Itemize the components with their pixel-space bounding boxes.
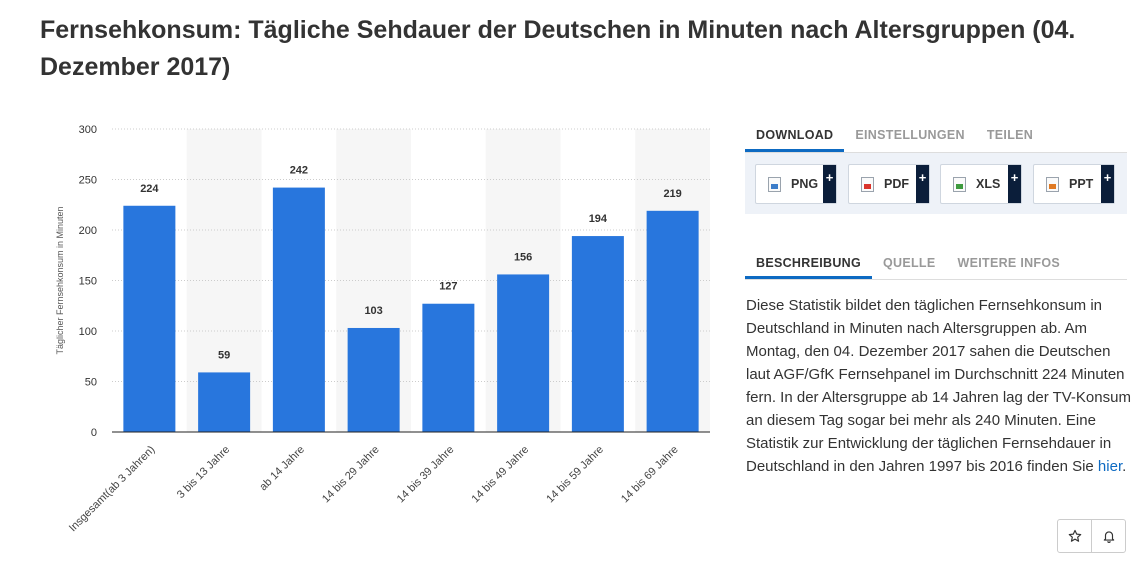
tab-einstellungen[interactable]: EINSTELLUNGEN: [855, 128, 965, 142]
notify-button[interactable]: [1091, 520, 1125, 552]
y-tick-label: 150: [79, 276, 97, 288]
description-link-hier[interactable]: hier: [1097, 458, 1123, 475]
tab-download[interactable]: DOWNLOAD: [745, 120, 845, 152]
favorite-button[interactable]: [1058, 520, 1091, 552]
x-tick-label: 14 bis 69 Jahre: [619, 444, 681, 506]
x-tick-label: 14 bis 59 Jahre: [544, 444, 606, 506]
data-label: 127: [439, 281, 457, 293]
tab-weitere-infos[interactable]: WEITERE INFOS: [957, 256, 1061, 270]
data-label: 219: [663, 188, 681, 200]
data-label: 194: [589, 213, 608, 225]
x-tick-label: 14 bis 39 Jahre: [395, 444, 457, 506]
bar: [497, 274, 550, 432]
y-tick-label: 250: [79, 175, 97, 187]
description-text: Diese Statistik bildet den täglichen Fer…: [746, 294, 1131, 478]
data-label: 242: [290, 165, 308, 177]
bar: [347, 327, 400, 432]
tab-quelle[interactable]: QUELLE: [883, 256, 936, 270]
page-title: Fernsehkonsum: Tägliche Sehdauer der Deu…: [40, 16, 1076, 81]
y-tick-label: 200: [79, 225, 97, 237]
action-buttons: [1057, 519, 1126, 553]
y-tick-label: 50: [85, 377, 97, 389]
xls-file-icon: [953, 177, 966, 192]
x-tick-label: 14 bis 29 Jahre: [320, 444, 382, 506]
star-icon: [1068, 529, 1081, 542]
pdf-file-icon: [861, 177, 874, 192]
y-tick-label: 300: [79, 124, 97, 136]
download-xls-label: XLS: [976, 177, 1001, 191]
x-tick-label: 14 bis 49 Jahre: [470, 444, 532, 506]
info-tabs: BESCHREIBUNG QUELLE WEITERE INFOS: [745, 248, 1127, 280]
bar: [198, 372, 251, 432]
x-tick-label: Insgesamt(ab 3 Jahren): [67, 444, 158, 535]
description-body: Diese Statistik bildet den täglichen Fer…: [746, 297, 1131, 475]
data-label: 224: [140, 183, 159, 195]
download-toolbar: PNG + PDF + XLS + PPT +: [745, 153, 1127, 214]
ppt-file-icon: [1046, 177, 1059, 192]
data-label: 156: [514, 251, 532, 263]
bar: [571, 236, 624, 432]
bell-icon: [1103, 531, 1114, 543]
y-tick-label: 100: [79, 326, 97, 338]
download-ppt-button[interactable]: PPT +: [1033, 164, 1115, 204]
bar-chart: 0 50 100 150 200 250 300 224 Insgesamt(ab 3 Jahr…: [55, 124, 710, 535]
download-tabs: DOWNLOAD EINSTELLUNGEN TEILEN: [745, 120, 1127, 153]
download-png-button[interactable]: PNG +: [755, 164, 837, 204]
plus-icon: +: [1101, 165, 1114, 203]
bar: [123, 205, 176, 432]
download-ppt-label: PPT: [1069, 177, 1094, 191]
y-tick-label: 0: [91, 427, 97, 439]
bar: [272, 187, 325, 432]
png-file-icon: [768, 177, 781, 192]
download-png-label: PNG: [791, 177, 819, 191]
x-tick-label: 3 bis 13 Jahre: [175, 444, 232, 501]
download-xls-button[interactable]: XLS +: [940, 164, 1022, 204]
x-tick-label: ab 14 Jahre: [257, 444, 307, 494]
tab-teilen[interactable]: TEILEN: [986, 128, 1034, 142]
data-label: 103: [364, 305, 382, 317]
download-pdf-button[interactable]: PDF +: [848, 164, 930, 204]
plus-icon: +: [1008, 165, 1021, 203]
data-label: 59: [218, 349, 230, 361]
bar: [422, 303, 475, 432]
y-axis-title: Täglicher Fernsehkonsum in Minuten: [55, 206, 65, 354]
tab-beschreibung[interactable]: BESCHREIBUNG: [745, 248, 872, 279]
plus-icon: +: [916, 165, 929, 203]
description-suffix: .: [1122, 458, 1127, 475]
bar: [646, 210, 699, 432]
plus-icon: +: [823, 165, 836, 203]
download-pdf-label: PDF: [884, 177, 909, 191]
